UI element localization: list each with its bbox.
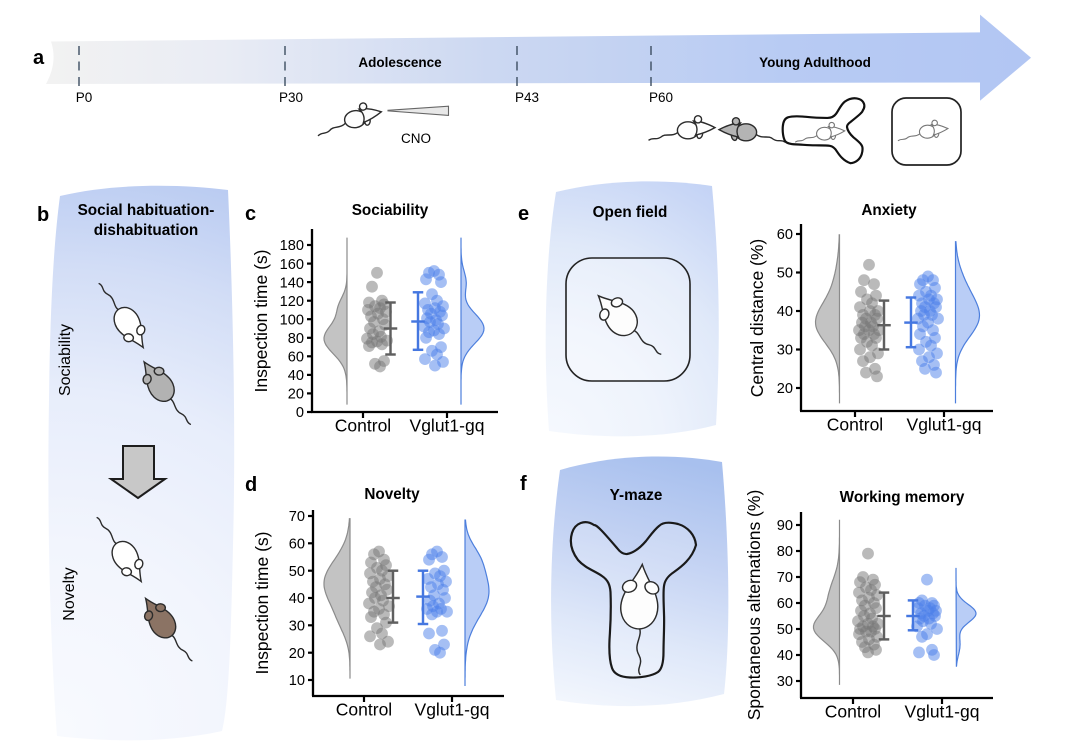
svg-text:Vglut1-gq: Vglut1-gq (410, 416, 485, 436)
svg-text:100: 100 (280, 312, 304, 328)
svg-text:dishabituation: dishabituation (94, 222, 199, 239)
svg-text:Control: Control (335, 416, 391, 436)
svg-text:Spontaneous alternations (%): Spontaneous alternations (%) (744, 490, 764, 721)
svg-text:180: 180 (280, 238, 304, 254)
svg-text:Central distance (%): Central distance (%) (747, 239, 767, 398)
svg-text:40: 40 (777, 648, 793, 664)
svg-text:CNO: CNO (401, 131, 431, 146)
svg-text:P30: P30 (279, 90, 303, 105)
svg-text:Sociability: Sociability (57, 324, 74, 396)
svg-text:Anxiety: Anxiety (861, 202, 917, 219)
svg-text:120: 120 (280, 294, 304, 310)
svg-text:Adolescence: Adolescence (358, 55, 442, 70)
svg-text:60: 60 (289, 537, 305, 553)
svg-text:Control: Control (825, 702, 881, 722)
svg-text:20: 20 (288, 387, 304, 403)
svg-text:70: 70 (289, 509, 305, 525)
svg-text:b: b (37, 204, 49, 226)
svg-text:80: 80 (777, 544, 793, 560)
svg-text:Novelty: Novelty (364, 486, 420, 503)
svg-text:Control: Control (827, 415, 883, 435)
svg-text:30: 30 (777, 343, 793, 359)
svg-text:a: a (33, 47, 45, 69)
svg-text:Inspection time (s): Inspection time (s) (251, 250, 271, 393)
svg-text:20: 20 (777, 381, 793, 397)
svg-text:40: 40 (288, 368, 304, 384)
svg-text:30: 30 (777, 674, 793, 690)
svg-text:d: d (245, 474, 257, 496)
svg-text:Inspection time (s): Inspection time (s) (252, 532, 272, 675)
svg-text:P0: P0 (76, 90, 93, 105)
svg-text:30: 30 (289, 619, 305, 635)
svg-text:c: c (245, 203, 256, 225)
svg-text:Vglut1-gq: Vglut1-gq (415, 700, 490, 720)
svg-text:90: 90 (777, 518, 793, 534)
svg-text:0: 0 (296, 405, 304, 421)
svg-text:Novelty: Novelty (61, 567, 78, 620)
svg-text:Vglut1-gq: Vglut1-gq (907, 415, 982, 435)
svg-text:50: 50 (777, 622, 793, 638)
svg-text:Control: Control (336, 700, 392, 720)
svg-text:Young Adulthood: Young Adulthood (759, 55, 871, 70)
svg-text:Working memory: Working memory (840, 489, 965, 506)
svg-text:40: 40 (289, 591, 305, 607)
svg-text:f: f (520, 473, 527, 495)
svg-text:60: 60 (288, 350, 304, 366)
svg-text:Open field: Open field (593, 204, 668, 221)
svg-text:60: 60 (777, 596, 793, 612)
svg-text:40: 40 (777, 304, 793, 320)
svg-text:10: 10 (289, 673, 305, 689)
svg-text:50: 50 (289, 564, 305, 580)
svg-text:60: 60 (777, 227, 793, 243)
svg-text:e: e (518, 203, 529, 225)
svg-text:140: 140 (280, 275, 304, 291)
svg-text:Vglut1-gq: Vglut1-gq (905, 702, 980, 722)
svg-text:Sociability: Sociability (352, 202, 429, 219)
svg-text:160: 160 (280, 257, 304, 273)
svg-text:P43: P43 (515, 90, 539, 105)
svg-text:50: 50 (777, 266, 793, 282)
svg-text:20: 20 (289, 646, 305, 662)
svg-text:70: 70 (777, 570, 793, 586)
svg-text:80: 80 (288, 331, 304, 347)
svg-text:P60: P60 (649, 90, 673, 105)
svg-text:Y-maze: Y-maze (610, 487, 663, 504)
svg-text:Social habituation-: Social habituation- (78, 202, 215, 219)
